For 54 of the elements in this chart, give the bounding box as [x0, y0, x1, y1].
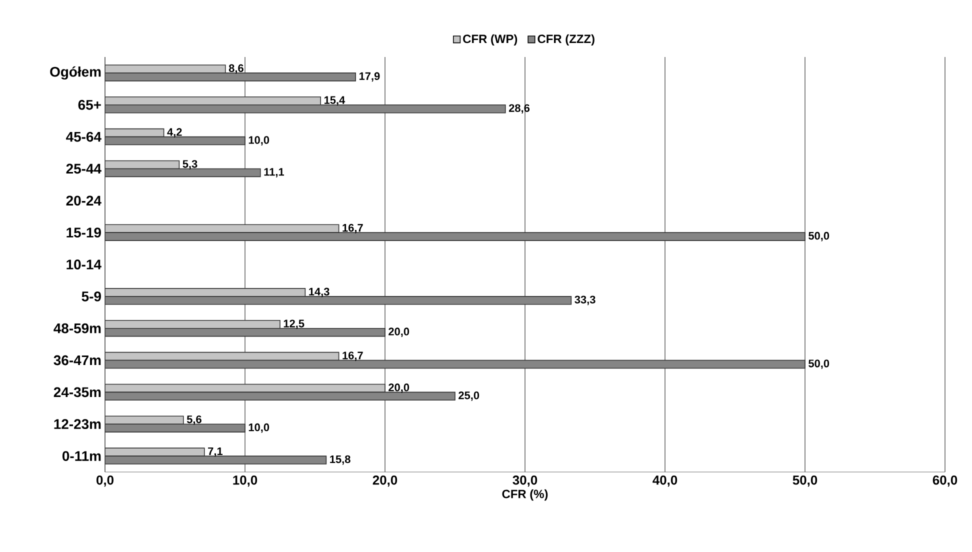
data-label: 14,3 — [309, 288, 330, 298]
x-tick-label: 10,0 — [233, 476, 258, 487]
data-label: 15,4 — [324, 96, 346, 106]
data-label: 12,5 — [284, 320, 304, 330]
x-tick-label: 30,0 — [512, 476, 538, 487]
legend-label: CFR (WP) — [463, 34, 518, 46]
bar — [105, 136, 246, 146]
x-tick-label: 60,0 — [932, 476, 958, 487]
bar — [105, 128, 164, 138]
x-axis-title: CFR (%) — [502, 489, 548, 501]
y-tick-label: 24-35m — [54, 387, 101, 398]
x-tick-label: 40,0 — [652, 476, 678, 487]
y-tick-label: 12-23m — [54, 419, 101, 430]
x-tick-label: 0,0 — [96, 476, 114, 487]
bar — [105, 328, 386, 337]
x-tick-label: 50,0 — [792, 476, 818, 487]
data-label: 8,6 — [228, 64, 244, 74]
y-tick-label: 36-47m — [54, 355, 101, 366]
y-tick-label: 65+ — [78, 100, 101, 110]
y-tick-label: 15-19 — [66, 228, 101, 238]
y-tick-label: 20-24 — [66, 196, 102, 206]
data-label: 17,9 — [359, 72, 380, 82]
data-label: 5,6 — [186, 415, 202, 425]
data-label: 4,2 — [167, 128, 182, 138]
data-label: 5,3 — [182, 160, 198, 170]
y-tick-label: 0-11m — [62, 451, 101, 461]
data-label: 7,1 — [208, 447, 223, 457]
data-label: 15,8 — [330, 455, 350, 465]
bar — [105, 160, 180, 170]
x-tick-label: 20,0 — [372, 476, 398, 487]
y-tick-label: 5-9 — [82, 291, 101, 302]
bar — [105, 392, 456, 401]
data-label: 11,1 — [264, 168, 284, 178]
bar — [105, 352, 340, 361]
y-tick-label: Ogółem — [50, 66, 101, 80]
data-label: 28,6 — [508, 104, 530, 114]
y-tick-label: 45-64 — [66, 132, 102, 142]
data-label: 20,0 — [388, 328, 410, 338]
data-label: 25,0 — [458, 392, 480, 401]
bar — [105, 360, 806, 369]
data-label: 10,0 — [248, 136, 270, 146]
data-label: 16,7 — [342, 352, 363, 361]
legend-label: CFR (ZZZ) — [538, 34, 594, 46]
data-label: 50,0 — [808, 232, 830, 242]
bar — [105, 168, 261, 178]
y-tick-label: 48-59m — [54, 323, 101, 334]
data-label: 10,0 — [248, 423, 270, 433]
y-tick-label: 10-14 — [66, 260, 102, 270]
data-label: 20,0 — [388, 384, 410, 393]
bar — [105, 384, 386, 393]
y-tick-label: 25-44 — [66, 164, 102, 174]
data-label: 50,0 — [808, 360, 830, 369]
data-label: 16,7 — [342, 224, 363, 234]
data-label: 33,3 — [574, 296, 596, 306]
